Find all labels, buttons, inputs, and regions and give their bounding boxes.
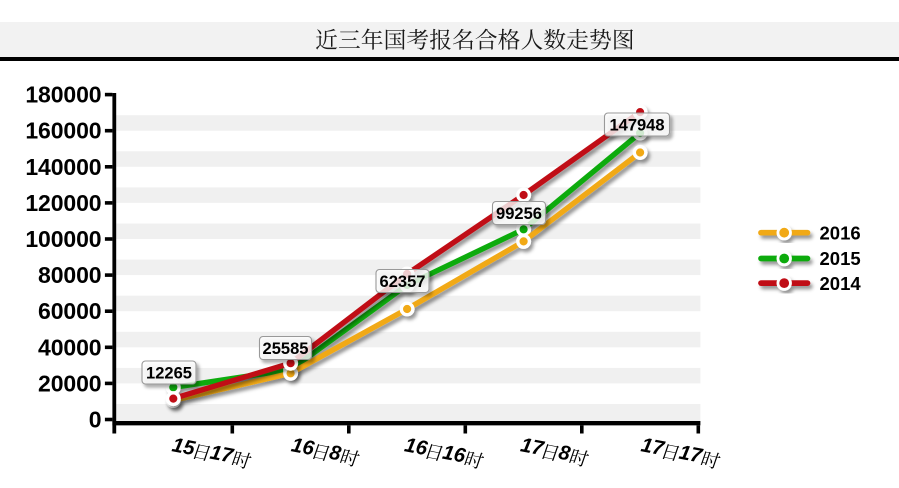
svg-text:60000: 60000: [38, 298, 101, 324]
svg-text:100000: 100000: [25, 226, 101, 252]
svg-text:80000: 80000: [38, 262, 101, 288]
svg-text:16: 16: [403, 434, 430, 460]
svg-text:2015: 2015: [820, 248, 861, 269]
svg-text:17: 17: [677, 442, 705, 468]
svg-text:25585: 25585: [263, 340, 309, 358]
svg-text:40000: 40000: [38, 334, 101, 360]
svg-text:160000: 160000: [25, 118, 101, 144]
svg-text:2016: 2016: [820, 222, 861, 243]
svg-text:147948: 147948: [609, 117, 664, 135]
svg-text:140000: 140000: [25, 154, 101, 180]
svg-text:180000: 180000: [25, 82, 101, 108]
svg-text:120000: 120000: [25, 190, 101, 216]
svg-text:62357: 62357: [380, 273, 426, 291]
svg-text:16: 16: [441, 442, 468, 468]
svg-text:8: 8: [557, 442, 573, 466]
svg-text:12265: 12265: [146, 365, 192, 383]
svg-text:0: 0: [89, 407, 102, 433]
svg-text:17: 17: [519, 434, 547, 460]
svg-text:20000: 20000: [38, 370, 101, 396]
svg-text:8: 8: [327, 442, 343, 466]
svg-text:17: 17: [639, 434, 667, 460]
svg-text:99256: 99256: [496, 205, 542, 223]
svg-text:16: 16: [289, 434, 316, 460]
svg-text:2014: 2014: [820, 273, 862, 294]
svg-text:15: 15: [170, 434, 197, 460]
svg-text:17: 17: [208, 442, 236, 468]
